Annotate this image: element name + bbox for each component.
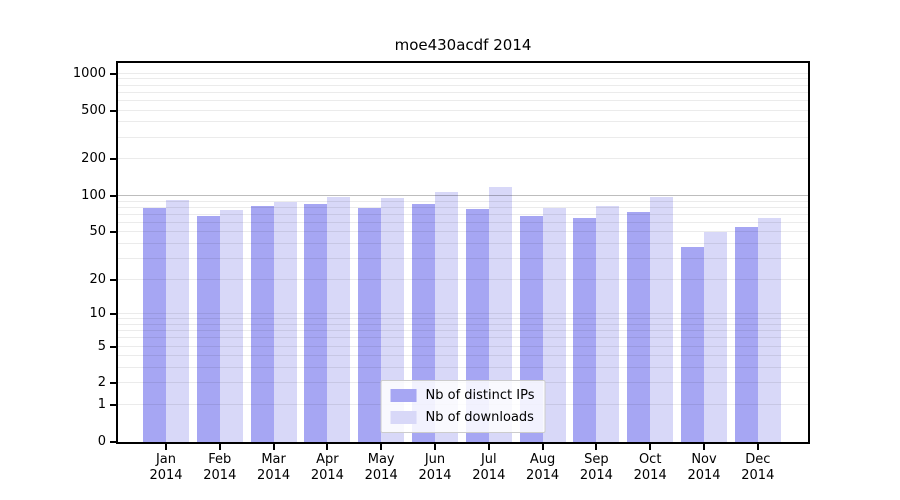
bar-distinct-ips-oct — [627, 211, 651, 442]
x-tick-mark-oct — [649, 444, 652, 450]
y-tick-mark-2 — [110, 382, 116, 385]
legend: Nb of distinct IPs Nb of downloads — [380, 380, 546, 433]
y-tick-label-100: 100 — [81, 187, 106, 203]
legend-row-distinct-ips: Nb of distinct IPs — [390, 388, 535, 403]
x-tick-label-mar: Mar 2014 — [257, 452, 291, 483]
y-tick-label-2: 2 — [97, 375, 106, 391]
y-tick-mark-10 — [110, 313, 116, 316]
y-tick-label-20: 20 — [89, 271, 106, 287]
x-tick-label-nov: Nov 2014 — [687, 452, 721, 483]
bar-downloads-feb — [219, 209, 243, 442]
x-tick-mark-jun — [434, 444, 436, 450]
chart-title: moe430acdf 2014 — [394, 36, 532, 54]
legend-swatch-distinct-ips-icon — [390, 389, 417, 402]
legend-label-distinct-ips: Nb of distinct IPs — [425, 388, 535, 403]
y-tick-mark-50 — [110, 231, 116, 234]
bar-distinct-ips-apr — [304, 203, 328, 442]
bar-downloads-mar — [273, 202, 297, 442]
bar-distinct-ips-feb — [196, 215, 220, 442]
x-tick-label-jul: Jul 2014 — [472, 452, 506, 483]
x-tick-label-oct: Oct 2014 — [633, 452, 667, 483]
x-tick-label-dec: Dec 2014 — [741, 452, 775, 483]
bar-downloads-jun — [435, 191, 458, 442]
legend-row-downloads: Nb of downloads — [390, 410, 535, 425]
x-tick-mark-aug — [541, 444, 544, 450]
y-tick-label-500: 500 — [81, 102, 106, 118]
y-tick-label-0: 0 — [97, 434, 106, 449]
legend-swatch-downloads-icon — [390, 411, 417, 424]
x-tick-mark-nov — [703, 444, 705, 450]
bar-distinct-ips-may — [358, 208, 382, 442]
bar-downloads-nov — [704, 232, 727, 442]
x-tick-label-sep: Sep 2014 — [579, 452, 613, 483]
y-tick-label-1000: 1000 — [72, 65, 106, 81]
bar-distinct-ips-nov — [681, 246, 704, 442]
bar-downloads-apr — [327, 197, 351, 442]
bar-downloads-oct — [650, 197, 674, 442]
x-tick-label-jan: Jan 2014 — [149, 452, 183, 483]
x-tick-mark-mar — [272, 444, 275, 450]
y-tick-mark-1000 — [110, 72, 116, 75]
x-tick-label-feb: Feb 2014 — [203, 452, 237, 483]
y-tick-mark-0 — [110, 441, 116, 443]
y-tick-label-1: 1 — [97, 397, 106, 412]
bar-distinct-ips-sep — [573, 217, 597, 442]
x-tick-label-aug: Aug 2014 — [526, 452, 560, 483]
y-tick-label-200: 200 — [81, 151, 106, 167]
legend-label-downloads: Nb of downloads — [425, 410, 534, 425]
x-tick-label-jun: Jun 2014 — [418, 452, 452, 483]
plot-area: Nb of distinct IPs Nb of downloads — [116, 61, 810, 444]
y-tick-mark-5 — [110, 345, 116, 348]
bar-downloads-dec — [757, 217, 781, 442]
bar-downloads-sep — [596, 206, 620, 442]
bar-distinct-ips-mar — [250, 205, 274, 442]
y-tick-mark-100 — [110, 194, 116, 197]
bar-downloads-aug — [542, 207, 566, 442]
y-tick-mark-1 — [110, 404, 116, 406]
x-tick-mark-apr — [326, 444, 329, 450]
x-tick-mark-jul — [487, 444, 490, 450]
y-tick-label-10: 10 — [89, 306, 106, 322]
y-tick-mark-500 — [110, 109, 116, 112]
x-tick-mark-dec — [756, 444, 759, 450]
bar-distinct-ips-dec — [734, 227, 758, 442]
y-tick-mark-20 — [110, 278, 116, 281]
bar-distinct-ips-jan — [143, 207, 166, 442]
y-tick-label-50: 50 — [89, 224, 106, 240]
x-tick-label-apr: Apr 2014 — [310, 452, 344, 483]
bar-downloads-jan — [166, 200, 189, 442]
x-tick-label-may: May 2014 — [364, 452, 398, 483]
x-tick-mark-jan — [165, 444, 167, 450]
x-tick-mark-sep — [595, 444, 598, 450]
y-tick-mark-200 — [110, 158, 116, 161]
y-tick-label-5: 5 — [97, 338, 106, 354]
bar-downloads-jul — [488, 187, 512, 442]
x-tick-mark-feb — [218, 444, 221, 450]
x-tick-mark-may — [380, 444, 383, 450]
